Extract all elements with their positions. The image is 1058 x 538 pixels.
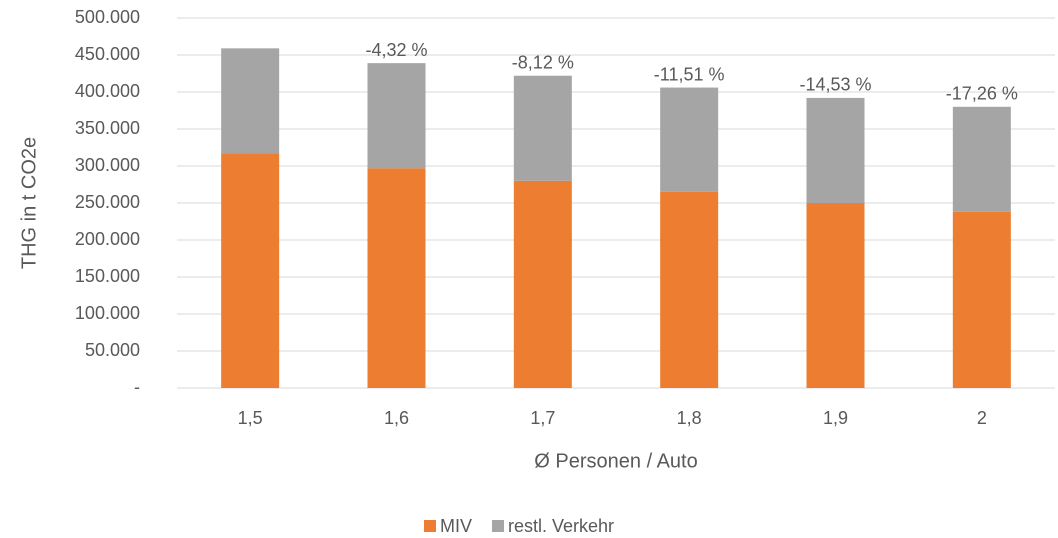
legend-label: MIV (440, 516, 472, 536)
bar-segment (952, 106, 1011, 212)
y-tick-label: - (134, 377, 140, 397)
x-tick-label: 1,7 (530, 408, 555, 428)
x-axis-title: Ø Personen / Auto (534, 450, 697, 472)
bar-segment (221, 153, 280, 388)
bar-segment (952, 211, 1011, 388)
bar-segment (806, 97, 865, 203)
change-label: -14,53 % (799, 75, 871, 95)
change-label: -4,32 % (365, 40, 427, 60)
y-tick-label: 300.000 (75, 155, 140, 175)
y-tick-label: 500.000 (75, 7, 140, 27)
legend-label: restl. Verkehr (508, 516, 614, 536)
y-tick-label: 400.000 (75, 81, 140, 101)
change-label: -17,26 % (946, 84, 1018, 104)
x-tick-label: 1,9 (823, 408, 848, 428)
bar-segment (367, 168, 426, 388)
change-label: -11,51 % (654, 64, 725, 84)
y-tick-label: 150.000 (75, 266, 140, 286)
y-tick-label: 50.000 (85, 340, 140, 360)
x-tick-label: 1,5 (238, 408, 263, 428)
bar-segment (660, 87, 719, 192)
y-tick-label: 100.000 (75, 303, 140, 323)
legend-swatch (492, 520, 505, 532)
x-tick-label: 1,6 (384, 408, 409, 428)
y-tick-label: 450.000 (75, 44, 140, 64)
y-tick-label: 250.000 (75, 192, 140, 212)
bar-segment (221, 48, 280, 154)
bar-segment (513, 75, 572, 181)
bar-segment (367, 63, 426, 169)
bar-segment (513, 180, 572, 388)
bar-segment (660, 191, 719, 388)
change-label: -8,12 % (512, 52, 574, 72)
x-tick-label: 2 (977, 408, 987, 428)
x-tick-label: 1,8 (677, 408, 702, 428)
y-axis-title: THG in t CO2e (18, 137, 40, 269)
bar-segment (806, 203, 865, 388)
legend-swatch (424, 520, 436, 532)
y-tick-label: 200.000 (75, 229, 140, 249)
y-tick-label: 350.000 (75, 118, 140, 138)
